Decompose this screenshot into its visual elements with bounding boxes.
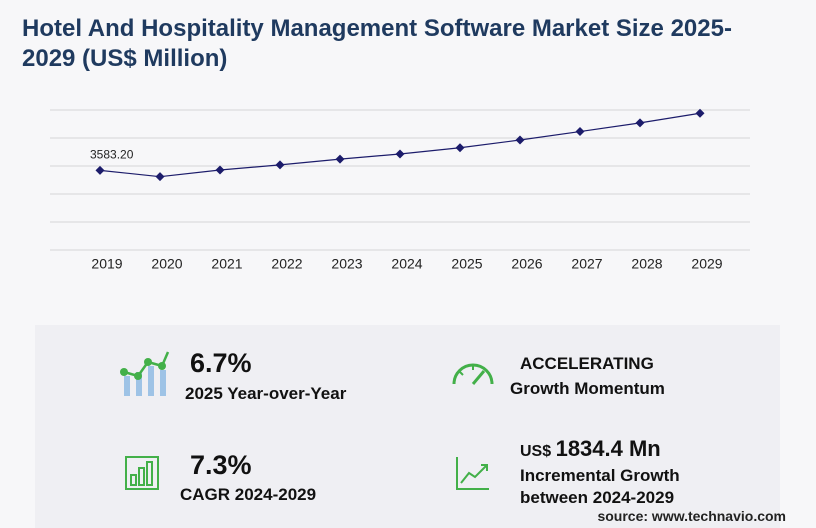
x-tick-label: 2024: [391, 256, 422, 272]
marker: [575, 127, 585, 137]
x-tick-label: 2023: [331, 256, 362, 272]
stat-value: 7.3%: [190, 450, 252, 480]
x-tick-label: 2020: [151, 256, 182, 272]
stats-panel: [35, 325, 780, 528]
stat-label: 2025 Year-over-Year: [185, 384, 347, 403]
marker: [395, 149, 405, 159]
marker: [635, 118, 645, 128]
value-label: 3583.20: [90, 148, 134, 162]
bars-icon: [125, 456, 159, 490]
line: [99, 112, 701, 178]
trend-icon: [456, 457, 489, 490]
stat-label: CAGR 2024-2029: [180, 485, 317, 504]
x-tick-label: 2025: [451, 256, 482, 272]
stat-value-group: US$ 1834.4 Mn: [520, 436, 661, 462]
marker: [275, 160, 285, 170]
stat-prefix: US$: [520, 443, 552, 460]
chart-title: Hotel And Hospitality Management Softwar…: [22, 15, 732, 72]
x-tick-label: 2019: [91, 256, 122, 272]
gauge-icon: [452, 363, 494, 385]
stat-label: Incremental Growth between 2024-2029: [520, 466, 680, 507]
marker: [695, 108, 705, 118]
x-tick-label: 2027: [571, 256, 602, 272]
stat-label: Growth Momentum: [510, 379, 665, 398]
stat-value: 6.7%: [190, 348, 252, 378]
marker: [515, 135, 525, 145]
marker: [155, 172, 165, 182]
x-tick-label: 2022: [271, 256, 302, 272]
source: source: www.technavio.com: [597, 508, 786, 524]
marker: [335, 154, 345, 164]
x-tick-label: 2026: [511, 256, 542, 272]
marker: [455, 143, 465, 153]
marker: [215, 165, 225, 175]
stat-value: 1834.4 Mn: [555, 436, 661, 461]
growth-icon: [120, 351, 170, 396]
chart: 2019 2020 2021 2022 2023 2024 2025 2026 2027 2028…: [50, 108, 750, 272]
stat-value: ACCELERATING: [520, 354, 654, 373]
x-tick-label: 2028: [631, 256, 662, 272]
marker: [95, 165, 105, 175]
x-tick-label: 2029: [691, 256, 722, 272]
x-tick-label: 2021: [211, 256, 242, 272]
